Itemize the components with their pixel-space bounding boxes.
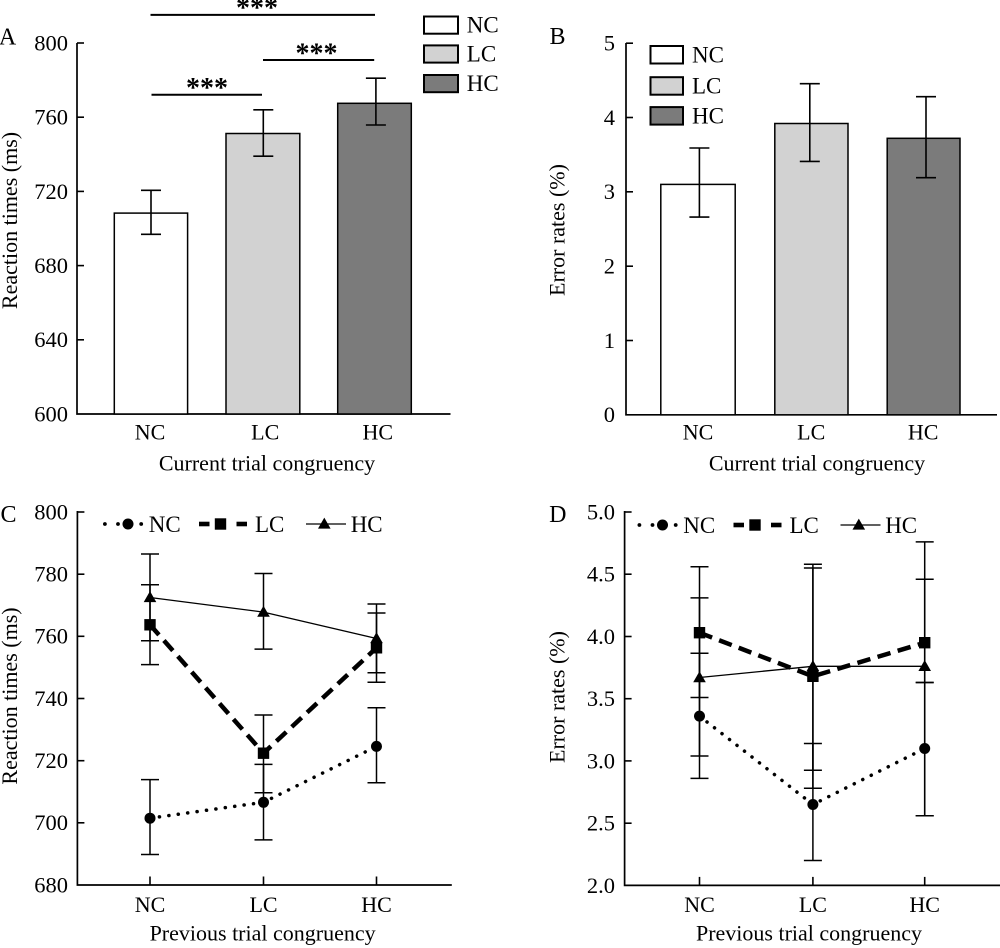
svg-text:640: 640: [34, 327, 68, 352]
svg-text:Current trial congruency: Current trial congruency: [709, 451, 925, 476]
svg-text:NC: NC: [467, 13, 499, 38]
svg-text:Current trial congruency: Current trial congruency: [159, 451, 375, 476]
svg-text:2: 2: [604, 254, 615, 279]
svg-text:Error rates (%): Error rates (%): [545, 164, 570, 296]
svg-text:LC: LC: [797, 420, 825, 445]
svg-text:720: 720: [34, 748, 68, 773]
svg-text:HC: HC: [361, 892, 392, 917]
svg-text:780: 780: [34, 562, 68, 587]
svg-text:***: ***: [186, 73, 228, 104]
svg-text:B: B: [549, 24, 565, 50]
svg-text:2.0: 2.0: [587, 873, 615, 898]
svg-text:Previous trial congruency: Previous trial congruency: [696, 921, 922, 946]
svg-text:NC: NC: [135, 420, 166, 445]
svg-text:***: ***: [296, 39, 338, 70]
svg-text:NC: NC: [683, 513, 715, 538]
svg-text:760: 760: [34, 624, 68, 649]
svg-text:HC: HC: [351, 512, 383, 537]
svg-text:1: 1: [604, 328, 615, 353]
svg-text:D: D: [549, 502, 566, 528]
svg-text:LC: LC: [799, 892, 827, 917]
svg-text:NC: NC: [683, 420, 714, 445]
svg-text:Previous trial congruency: Previous trial congruency: [150, 921, 376, 946]
svg-text:NC: NC: [135, 892, 166, 917]
svg-text:LC: LC: [255, 512, 284, 537]
svg-text:LC: LC: [249, 892, 277, 917]
svg-text:***: ***: [236, 0, 278, 24]
svg-text:740: 740: [34, 686, 68, 711]
svg-text:HC: HC: [885, 513, 917, 538]
svg-text:NC: NC: [684, 892, 715, 917]
svg-text:4.0: 4.0: [587, 624, 615, 649]
svg-text:3: 3: [604, 179, 615, 204]
svg-text:Reaction times (ms): Reaction times (ms): [0, 132, 22, 309]
svg-text:HC: HC: [692, 104, 724, 129]
svg-text:A: A: [0, 25, 17, 51]
svg-text:2.5: 2.5: [587, 811, 615, 836]
svg-text:LC: LC: [790, 513, 819, 538]
svg-text:800: 800: [34, 30, 68, 55]
svg-text:HC: HC: [363, 420, 394, 445]
svg-text:720: 720: [34, 179, 68, 204]
svg-text:800: 800: [34, 499, 68, 524]
svg-text:HC: HC: [467, 71, 499, 96]
svg-text:5.0: 5.0: [587, 499, 615, 524]
svg-text:HC: HC: [909, 892, 940, 917]
svg-text:3.0: 3.0: [587, 748, 615, 773]
svg-text:700: 700: [34, 810, 68, 835]
svg-text:C: C: [0, 502, 16, 528]
svg-text:680: 680: [34, 253, 68, 278]
svg-text:LC: LC: [692, 74, 721, 99]
svg-text:Error rates (%): Error rates (%): [545, 631, 570, 763]
svg-text:NC: NC: [692, 42, 724, 67]
svg-text:HC: HC: [908, 420, 939, 445]
svg-text:4.5: 4.5: [587, 562, 615, 587]
svg-text:NC: NC: [149, 512, 181, 537]
svg-text:600: 600: [34, 401, 68, 426]
svg-text:680: 680: [34, 872, 68, 897]
svg-text:5: 5: [604, 31, 615, 56]
svg-text:LC: LC: [467, 42, 496, 67]
svg-text:4: 4: [604, 105, 615, 130]
svg-text:760: 760: [34, 105, 68, 130]
svg-text:Reaction times (ms): Reaction times (ms): [0, 607, 22, 784]
svg-text:0: 0: [604, 402, 615, 427]
svg-text:3.5: 3.5: [587, 686, 615, 711]
svg-text:LC: LC: [251, 420, 279, 445]
